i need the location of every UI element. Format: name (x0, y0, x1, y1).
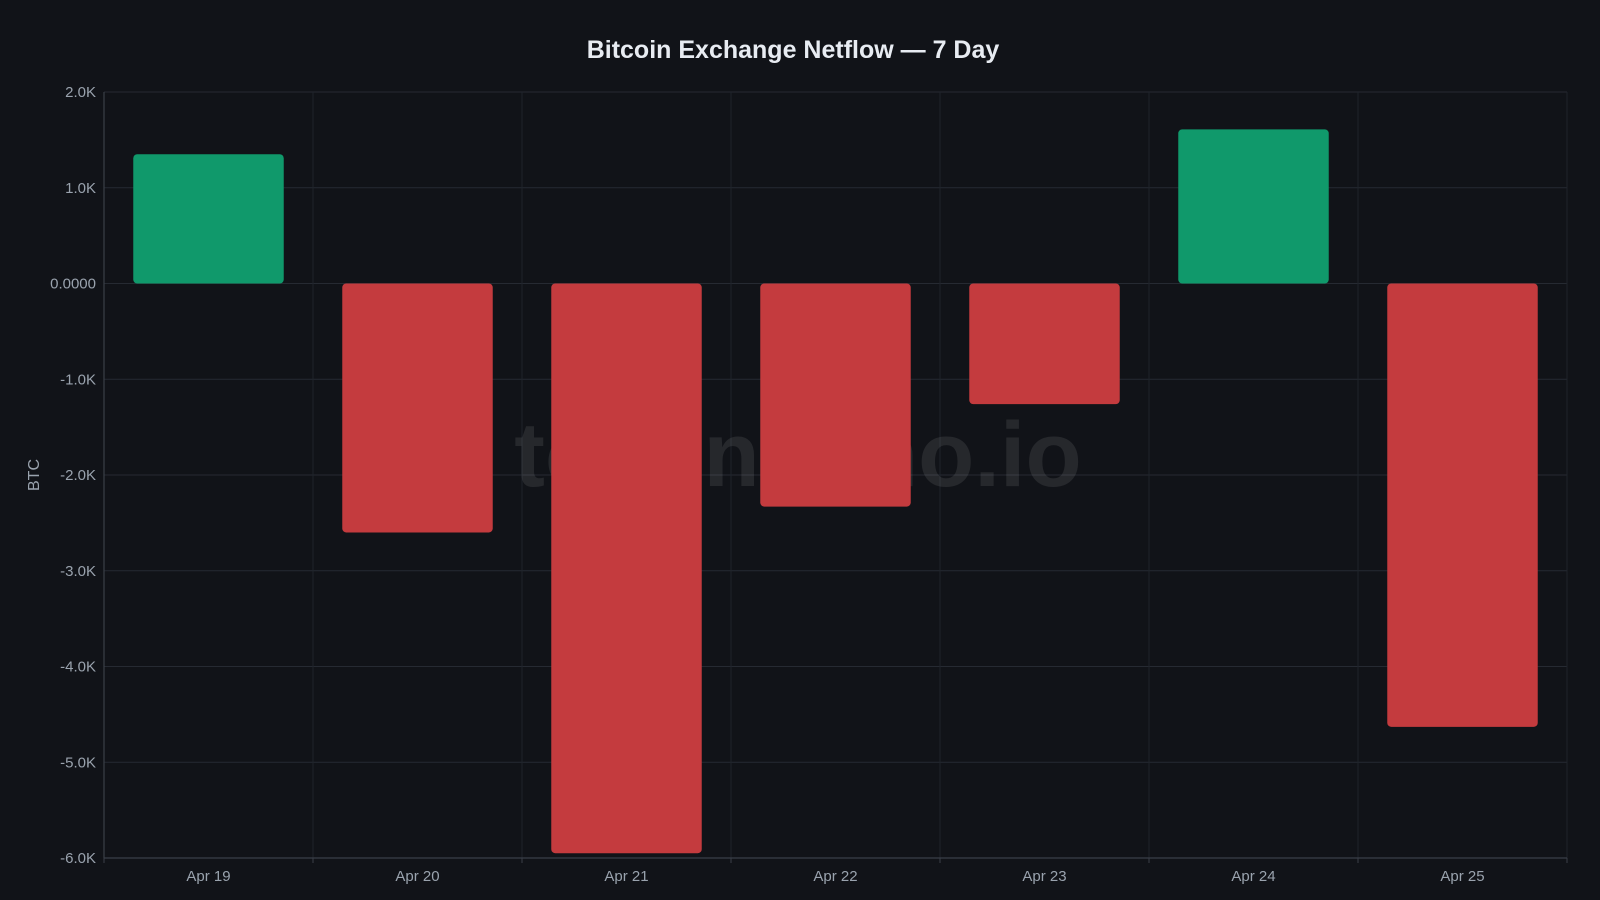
x-tick-labels: Apr 19 Apr 20 Apr 21 Apr 22 Apr 23 Apr 24 Apr … (186, 868, 1484, 885)
y-tick-label: 2.0K (65, 84, 96, 101)
bar-apr-20 (342, 283, 493, 533)
x-tick-label: Apr 21 (604, 868, 648, 885)
bar-apr-24 (1178, 129, 1329, 284)
x-tick-label: Apr 24 (1231, 868, 1275, 885)
y-tick-label: -1.0K (60, 371, 96, 388)
y-tick-label: 0.0000 (50, 276, 96, 293)
y-tick-label: -6.0K (60, 850, 96, 867)
bar-apr-19 (133, 154, 284, 284)
bar-apr-21 (551, 283, 702, 854)
x-tick-label: Apr 25 (1440, 868, 1484, 885)
chart-title: Bitcoin Exchange Netflow — 7 Day (587, 36, 1000, 64)
x-tick-label: Apr 20 (395, 868, 439, 885)
bars (133, 129, 1538, 854)
y-tick-label: -3.0K (60, 563, 96, 580)
x-tick-label: Apr 23 (1022, 868, 1066, 885)
y-tick-label: 1.0K (65, 180, 96, 197)
bar-apr-22 (760, 283, 911, 507)
x-tick-label: Apr 22 (813, 868, 857, 885)
y-axis-label: BTC (26, 459, 43, 491)
y-tick-label: -2.0K (60, 467, 96, 484)
y-tick-label: -5.0K (60, 754, 96, 771)
y-tick-label: -4.0K (60, 659, 96, 676)
bar-apr-23 (969, 283, 1120, 405)
y-tick-labels: 2.0K 1.0K 0.0000 -1.0K -2.0K -3.0K -4.0K -5.0K -… (50, 84, 96, 867)
axes (103, 92, 1568, 863)
bar-apr-25 (1387, 283, 1538, 727)
x-tick-label: Apr 19 (186, 868, 230, 885)
